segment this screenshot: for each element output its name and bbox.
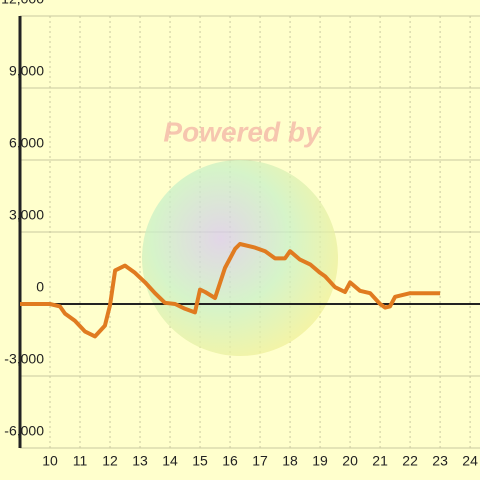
x-tick-label: 11 bbox=[73, 453, 88, 469]
y-tick-label: 12,000 bbox=[1, 0, 44, 7]
x-tick-label: 20 bbox=[342, 453, 358, 469]
y-tick-label: 0 bbox=[36, 279, 44, 295]
x-tick-label: 22 bbox=[402, 453, 418, 469]
line bbox=[20, 242, 441, 339]
watermark: Powered by bbox=[163, 116, 322, 147]
x-tick-label: 17 bbox=[252, 453, 268, 469]
watermark-logo bbox=[142, 160, 338, 356]
x-tick-label: 12 bbox=[102, 453, 118, 469]
x-tick-label: 21 bbox=[372, 453, 388, 469]
y-tick-label: 6,000 bbox=[9, 135, 44, 151]
x-tick-label: 24 bbox=[462, 453, 478, 469]
x-tick-label: 16 bbox=[222, 453, 238, 469]
x-tick-label: 13 bbox=[132, 453, 148, 469]
x-tick-label: 15 bbox=[192, 453, 208, 469]
y-tick-label: 3,000 bbox=[9, 207, 44, 223]
x-tick-label: 14 bbox=[162, 453, 178, 469]
y-tick-label: -3,000 bbox=[4, 351, 44, 367]
x-tick-label: 10 bbox=[42, 453, 58, 469]
y-tick-label: 9,000 bbox=[9, 63, 44, 79]
y-tick-label: -6,000 bbox=[4, 423, 44, 439]
x-tick-label: 23 bbox=[432, 453, 448, 469]
x-tick-label: 18 bbox=[282, 453, 298, 469]
x-tick-label: 19 bbox=[312, 453, 328, 469]
